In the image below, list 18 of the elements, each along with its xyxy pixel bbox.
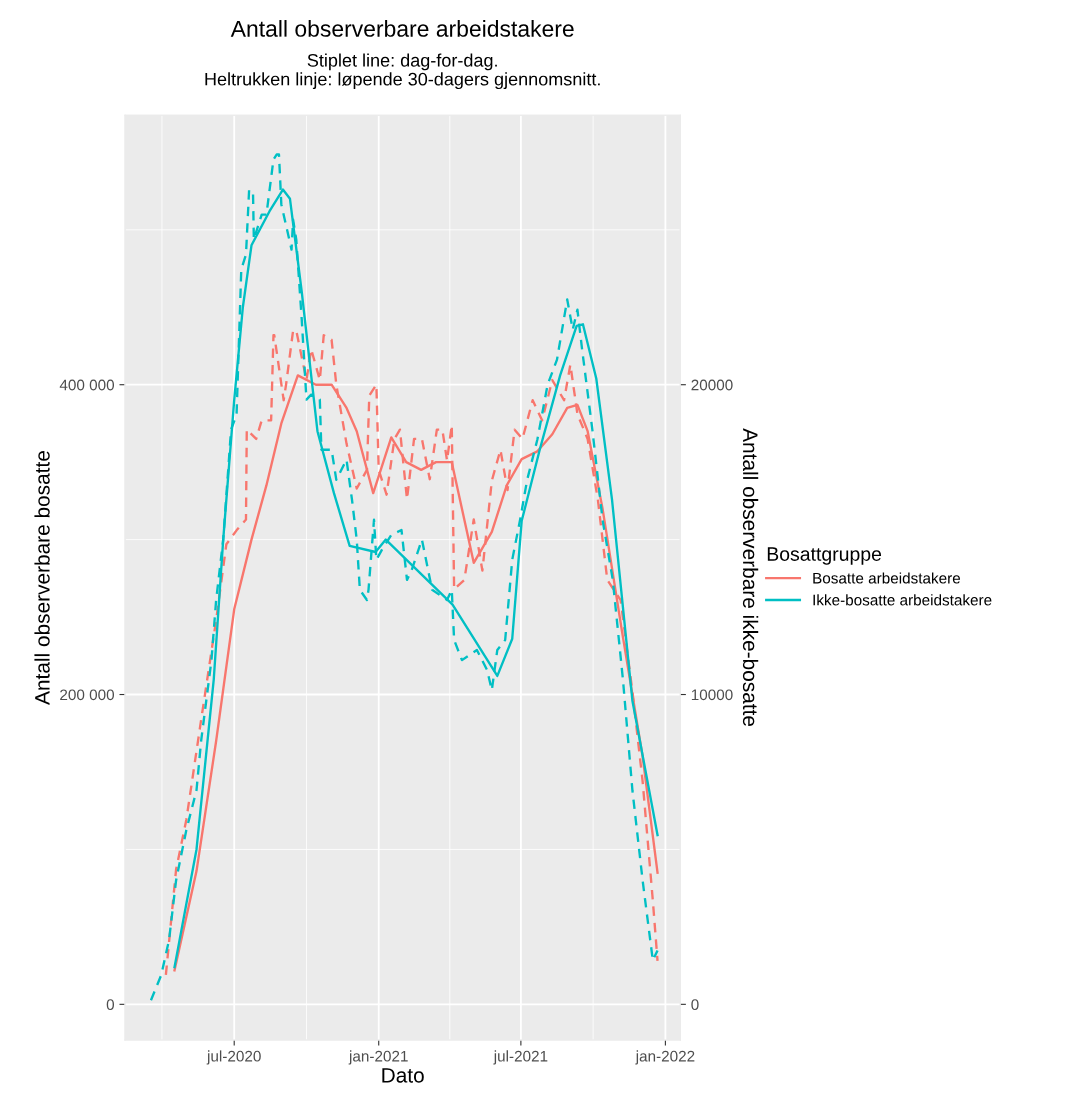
x-tick-label: jul-2020 <box>206 1050 261 1065</box>
y2-tick-label: 0 <box>691 999 699 1011</box>
y-tick-label: 400 000 <box>59 379 115 391</box>
legend-title: Bosattgruppe <box>767 547 882 565</box>
y-tick-label: 0 <box>106 999 115 1011</box>
y-tick-label: 200 000 <box>60 689 115 701</box>
y-axis-title: Antall observerbare bosatte <box>34 451 50 705</box>
y2-tick-label: 10000 <box>691 689 733 701</box>
chart-title: Antall observerbare arbeidstakere <box>230 20 574 37</box>
x-axis-title: Dato <box>382 1068 424 1083</box>
y2-tick-label: 20000 <box>691 379 733 391</box>
legend-label: Ikke-bosatte arbeidstakere <box>813 594 992 606</box>
x-tick-label: jan-2021 <box>348 1050 408 1065</box>
x-tick-label: jan-2022 <box>635 1050 695 1065</box>
y2-axis-title: Antall observerbare ikke-bosatte <box>742 428 759 727</box>
chart-subtitle: Stiplet line: dag-for-dag. Heltrukken linje: løpende 30-dagers gjennomsnitt. <box>205 53 600 90</box>
legend-label: Bosatte arbeidstakere <box>813 572 961 584</box>
x-tick-label: jul-2021 <box>493 1050 548 1065</box>
